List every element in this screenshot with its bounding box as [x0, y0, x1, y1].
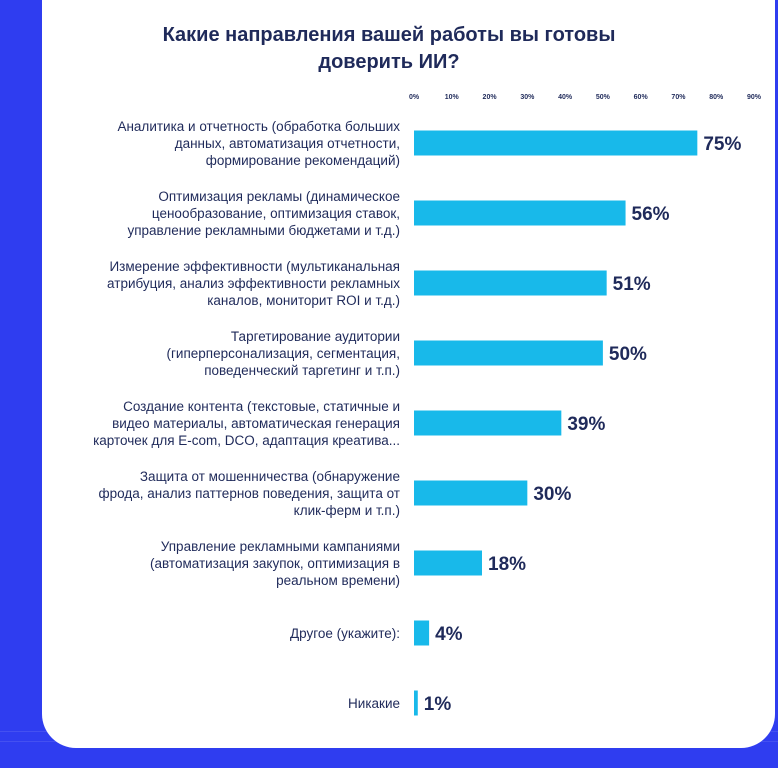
category-label-line: (гиперперсонализация, сегментация, — [167, 346, 401, 361]
category-label-line: Никакие — [348, 696, 400, 711]
value-label: 1% — [424, 694, 452, 715]
x-tick-label: 10% — [445, 94, 460, 101]
bar — [414, 200, 626, 226]
category-label: Создание контента (текстовые, статичные … — [93, 399, 400, 448]
category-label: Управление рекламными кампаниями (автомат… — [150, 539, 400, 588]
category-label-line: Защита от мошенничества (обнаружение — [140, 469, 400, 484]
x-tick-label: 70% — [671, 94, 686, 101]
category-label-line: ценообразование, оптимизация ставок, — [152, 206, 400, 221]
x-tick-label: 0% — [409, 94, 420, 101]
x-tick-label: 90% — [747, 94, 762, 101]
category-label-line: управление рекламными бюджетами и т.д.) — [127, 223, 400, 238]
category-label: Оптимизация рекламы (динамическое ценообр… — [127, 189, 400, 238]
category-label-line: клик-ферм и т.п.) — [294, 503, 400, 518]
value-label: 18% — [488, 554, 526, 575]
x-tick-label: 20% — [483, 94, 498, 101]
category-label-line: Аналитика и отчетность (обработка больши… — [117, 119, 400, 134]
value-label: 51% — [613, 274, 651, 295]
bar — [414, 130, 698, 156]
category-label-line: Оптимизация рекламы (динамическое — [158, 189, 400, 204]
bar — [414, 340, 603, 366]
chart-title-line: Какие направления вашей работы вы готовы — [162, 24, 616, 46]
bar — [414, 410, 562, 436]
x-tick-label: 40% — [558, 94, 573, 101]
x-tick-label: 30% — [520, 94, 535, 101]
x-tick-label: 80% — [709, 94, 724, 101]
category-label-line: данных, автоматизация отчетности, — [175, 136, 400, 151]
chart-card — [42, 0, 775, 748]
value-label: 39% — [567, 414, 605, 435]
category-label-line: формирование рекомендаций) — [206, 153, 400, 168]
category-label-line: видео материалы, автоматическая генераци… — [112, 416, 400, 431]
bar — [414, 270, 607, 296]
chart-title-line: доверить ИИ? — [318, 51, 460, 73]
category-label-line: атрибуция, анализ эффективности рекламны… — [107, 276, 400, 291]
chart-title: Какие направления вашей работы вы готовы… — [0, 22, 778, 76]
value-label: 4% — [435, 624, 463, 645]
category-label-line: реальном времени) — [276, 573, 400, 588]
category-label-line: Измерение эффективности (мультиканальная — [109, 259, 400, 274]
category-label-line: (автоматизация закупок, оптимизация в — [150, 556, 400, 571]
category-label: Измерение эффективности (мультиканальная… — [107, 259, 400, 308]
value-label: 75% — [703, 134, 741, 155]
category-label-line: поведенческий таргетинг и т.п.) — [204, 363, 400, 378]
category-label-line: каналов, мониторит ROI и т.д.) — [207, 293, 400, 308]
value-label: 30% — [533, 484, 571, 505]
category-label-line: фрода, анализ паттернов поведения, защит… — [99, 486, 400, 501]
value-label: 50% — [609, 344, 647, 365]
x-tick-label: 60% — [634, 94, 649, 101]
category-label-line: карточек для E-com, DCO, адаптация креат… — [93, 433, 400, 448]
bar — [414, 690, 418, 716]
category-label-line: Другое (укажите): — [290, 626, 400, 641]
bar — [414, 550, 482, 576]
category-label: Аналитика и отчетность (обработка больши… — [117, 119, 400, 168]
category-label-line: Управление рекламными кампаниями — [161, 539, 400, 554]
category-label-line: Таргетирование аудитории — [231, 329, 400, 344]
value-label: 56% — [632, 204, 670, 225]
bar — [414, 480, 528, 506]
x-tick-label: 50% — [596, 94, 611, 101]
category-label: Таргетирование аудитории (гиперперсонализ… — [167, 329, 401, 378]
category-label-line: Создание контента (текстовые, статичные … — [123, 399, 400, 414]
bar — [414, 620, 430, 646]
category-label: Защита от мошенничества (обнаружение фрод… — [99, 469, 400, 518]
category-label: Другое (укажите): — [290, 626, 400, 641]
category-label: Никакие — [348, 696, 400, 711]
